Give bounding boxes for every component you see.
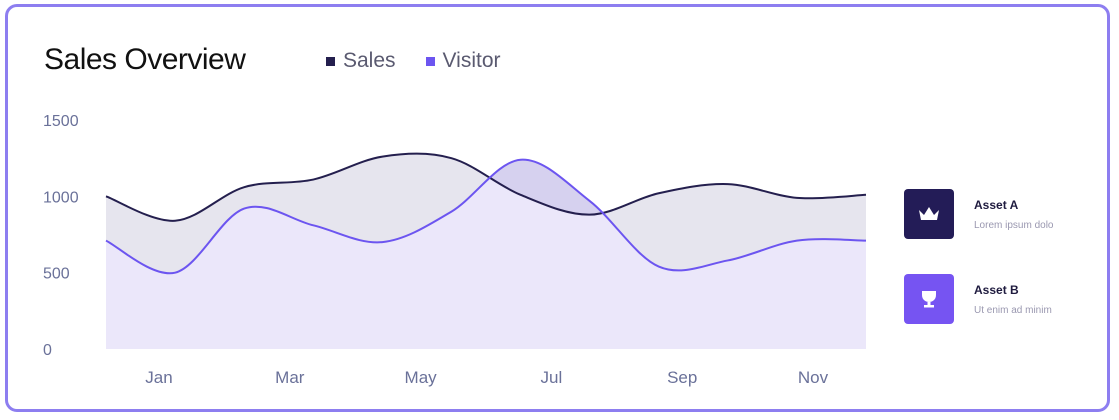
legend-label-visitor: Visitor — [442, 49, 501, 72]
crown-icon — [919, 207, 939, 220]
asset-a-title: Asset A — [974, 197, 1019, 212]
asset-a-icon-box — [904, 189, 954, 239]
x-tick-label: May — [405, 368, 438, 387]
visitor-area — [106, 159, 866, 349]
legend-swatch-sales — [326, 56, 335, 66]
sales-line — [105, 152, 867, 222]
y-tick-label: 1000 — [43, 189, 79, 206]
asset-card-b[interactable]: Asset B Ut enim ad minim — [904, 274, 1052, 324]
x-tick-label: Mar — [275, 368, 305, 387]
asset-card-a[interactable]: Asset A Lorem ipsum dolo — [904, 189, 1053, 239]
asset-a-subtitle: Lorem ipsum dolo — [974, 219, 1054, 231]
asset-b-icon-box — [904, 274, 954, 324]
x-tick-label: Sep — [667, 368, 697, 387]
x-tick-label: Jul — [541, 368, 563, 387]
legend-item-sales[interactable]: Sales — [326, 49, 396, 73]
y-tick-label: 500 — [43, 266, 70, 283]
y-tick-label: 0 — [43, 342, 52, 359]
legend-item-visitor[interactable]: Visitor — [425, 49, 501, 73]
asset-b-title: Asset B — [974, 282, 1019, 297]
legend-label-sales: Sales — [343, 49, 396, 72]
legend-swatch-visitor — [425, 56, 435, 66]
chart-legend: Sales Visitor — [326, 49, 501, 73]
asset-b-subtitle: Ut enim ad minim — [974, 304, 1052, 316]
x-tick-label: Jan — [145, 368, 172, 387]
trophy-icon — [922, 291, 936, 308]
x-tick-label: Nov — [798, 368, 829, 387]
y-tick-label: 1500 — [43, 113, 79, 130]
page-title: Sales Overview — [44, 43, 246, 76]
visitor-line — [105, 158, 867, 275]
